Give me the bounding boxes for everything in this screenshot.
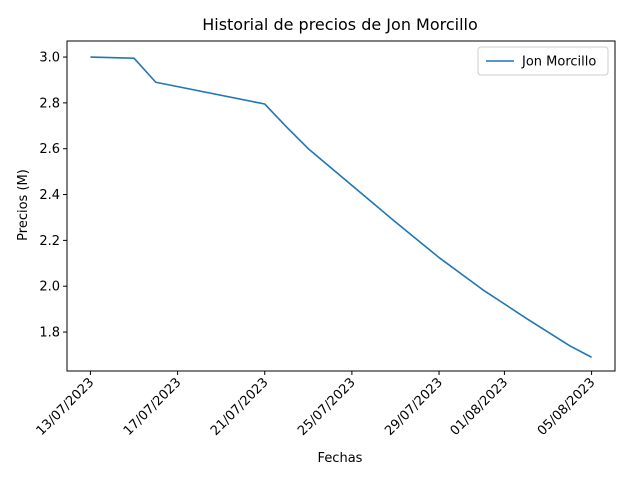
- legend-label: Jon Morcillo: [521, 55, 596, 70]
- y-tick-label: 2.8: [39, 96, 60, 111]
- series-line-1: [90, 56, 592, 358]
- y-axis-label: Precios (M): [16, 169, 31, 241]
- x-axis-label: Fechas: [318, 451, 363, 466]
- chart-title: Historial de precios de Jon Morcillo: [202, 15, 478, 34]
- y-tick-label: 2.4: [39, 188, 60, 203]
- y-tick-label: 1.8: [39, 326, 60, 341]
- y-tick-label: 2.2: [39, 234, 60, 249]
- legend: Jon Morcillo: [477, 46, 609, 76]
- y-tick-label: 2.6: [39, 142, 60, 157]
- legend-box: [477, 46, 609, 76]
- axes-frame: [66, 40, 616, 372]
- y-tick-label: 2.0: [39, 280, 60, 295]
- y-tick-label: 3.0: [39, 51, 60, 66]
